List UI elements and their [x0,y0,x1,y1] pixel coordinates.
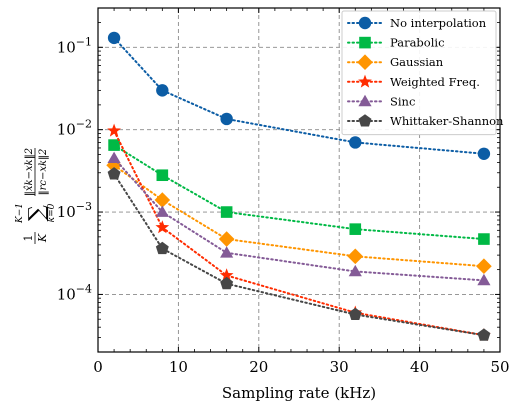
data-point [348,264,362,277]
data-point [155,205,169,217]
data-point [107,31,121,45]
data-point [477,273,491,286]
data-point [155,220,170,234]
data-point [107,123,121,137]
legend-label: Parabolic [390,36,445,50]
y-label-denominator: ‖rc−xk‖2 [38,149,49,196]
plot-frame [97,7,501,353]
legend-swatch-marker [359,36,371,49]
y-tick-exponent: −2 [76,118,92,131]
data-point [220,246,234,258]
data-point [220,112,233,126]
y-tick-base: 10 [57,203,76,221]
y-tick-label: 10−1 [57,35,92,56]
series-no-interpolation [107,31,491,160]
data-point [107,151,121,164]
y-tick-exponent: −4 [76,282,92,295]
legend-swatch-marker [358,16,372,30]
legend-swatch-marker [358,94,372,107]
legend-swatch-marker [358,114,372,127]
y-tick-base: 10 [57,285,76,303]
legend-label: Whittaker-Shannon [390,114,504,128]
y-tick-label: 10−3 [57,200,92,221]
y-tick-base: 10 [57,38,76,56]
x-tick-label: 40 [410,358,429,376]
data-point [220,206,233,218]
data-point [156,169,169,182]
y-label-sum-lower: k=0 [47,203,57,222]
y-label-numerator: ‖x̂k−xk‖2 [24,148,35,196]
data-point [220,276,234,290]
ticks [97,8,501,353]
data-point [218,231,235,247]
data-point [349,136,362,149]
y-axis-label: 1 K K−1 ∑k=0 ‖x̂k−xk‖2 ‖rc−xk‖2 [15,148,57,244]
data-point [477,147,491,160]
data-point [219,268,234,282]
y-tick-exponent: −1 [76,35,92,48]
legend-label: No interpolation [390,16,487,30]
y-tick-exponent: −3 [76,200,92,213]
legend-label: Sinc [390,94,415,108]
data-point [349,223,362,235]
series-line [113,172,485,337]
y-tick-label: 10−4 [57,282,92,303]
data-point [348,307,362,321]
y-label-sum-upper: K−1 [15,203,25,224]
series-sinc [107,151,491,286]
series-weighted-freq- [107,123,491,342]
series-parabolic [108,139,490,245]
y-tick-label: 10−2 [57,118,92,139]
data-point [478,233,490,245]
y-tick-base: 10 [57,121,76,139]
x-axis-label: Sampling rate (kHz) [222,384,376,402]
legend-label: Weighted Freq. [390,75,480,89]
data-point [108,139,120,151]
series-whittaker-shannon [107,167,491,341]
legend-swatch-marker [358,74,372,88]
x-tick-label: 0 [93,358,103,376]
legend-label: Gaussian [390,55,444,69]
legend: No interpolation Parabolic Gaussian Weighte… [341,10,504,136]
data-point [347,248,364,265]
x-tick-label: 10 [169,358,188,376]
series-line [113,164,485,268]
series-layer [106,31,492,342]
data-point [154,192,171,208]
y-label-outer-prefix: 1 [22,235,35,242]
data-point [477,328,491,341]
x-tick-label: 30 [330,358,349,376]
y-label-sigma: ∑ [25,205,50,221]
data-point [156,84,169,97]
data-point [107,167,121,180]
x-tick-label: 50 [490,358,509,376]
x-tick-label: 20 [249,358,268,376]
series-gaussian [106,157,492,275]
data-point [476,258,492,275]
data-point [106,157,122,174]
data-point [155,241,169,255]
y-label-outer-den: K [36,233,49,243]
legend-swatch-marker [357,54,373,70]
series-line [113,129,485,337]
series-line [113,144,485,241]
